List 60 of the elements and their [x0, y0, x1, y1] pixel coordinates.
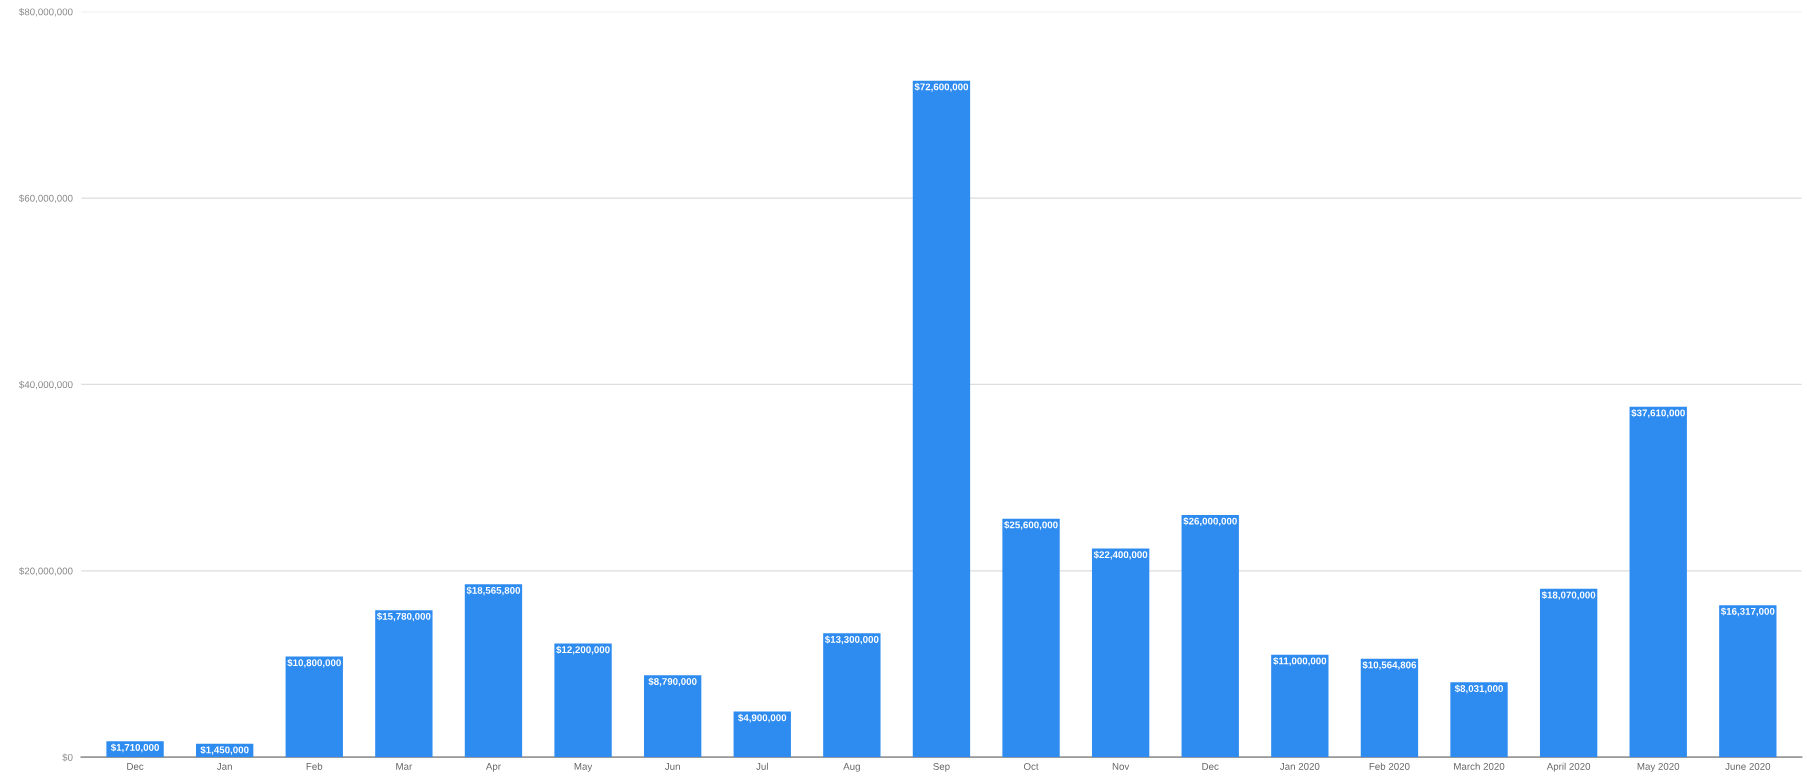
data-label: $37,610,000 — [1631, 409, 1685, 418]
data-label: $11,000,000 — [1273, 657, 1327, 666]
bar — [912, 80, 971, 758]
data-label: $10,564,806 — [1362, 661, 1417, 670]
data-label: $72,600,000 — [914, 82, 969, 92]
data-label: $26,000,000 — [1183, 517, 1237, 526]
bar — [733, 711, 791, 758]
bar — [1181, 514, 1239, 758]
x-tick-label: Apr — [485, 763, 501, 772]
x-tick-label: Jan — [216, 763, 232, 770]
x-tick-label: Dec — [1202, 763, 1219, 770]
x-tick-label: April 2020 — [1546, 762, 1591, 772]
data-label: $1,450,000 — [200, 746, 249, 755]
bar — [643, 675, 702, 758]
x-tick-label: Jan 2020 — [1279, 763, 1320, 770]
bar — [1002, 518, 1060, 758]
data-label: $4,900,000 — [738, 713, 787, 723]
bar — [1091, 548, 1150, 758]
x-tick-label: June 2020 — [1725, 763, 1771, 770]
data-label: $25,600,000 — [1004, 520, 1058, 530]
bar — [1271, 654, 1329, 758]
data-label: $8,031,000 — [1454, 684, 1503, 694]
bar — [375, 610, 433, 758]
x-tick-label: Dec — [127, 763, 144, 770]
data-label: $10,800,000 — [287, 658, 341, 668]
data-label: $8,790,000 — [648, 677, 697, 687]
data-label: $16,317,000 — [1720, 607, 1775, 617]
data-label: $22,400,000 — [1093, 550, 1148, 560]
bar — [285, 656, 343, 758]
x-tick-label: Oct — [1023, 763, 1039, 770]
bar — [1450, 682, 1508, 758]
x-tick-label: Sep — [933, 763, 950, 772]
x-tick-label: Jun — [664, 763, 680, 770]
x-tick-label: Nov — [1112, 763, 1130, 770]
x-tick-label: Feb — [306, 762, 323, 770]
x-tick-label: May 2020 — [1637, 763, 1680, 772]
x-tick-label: Jul — [756, 762, 768, 770]
data-label: $12,200,000 — [556, 645, 610, 655]
x-tick-label: Aug — [843, 763, 860, 772]
x-tick-label: Mar — [396, 763, 413, 770]
y-tick-label: $80,000,000 — [19, 8, 73, 17]
y-tick-label: $60,000,000 — [19, 194, 73, 203]
bar — [554, 643, 612, 758]
data-label: $1,710,000 — [110, 743, 160, 753]
bar — [823, 633, 881, 758]
bar — [1360, 658, 1419, 758]
y-tick-label: $0 — [62, 753, 73, 762]
bar — [1719, 605, 1777, 758]
data-label: $18,070,000 — [1541, 591, 1596, 600]
x-tick-label: May — [574, 763, 593, 772]
bar — [1539, 588, 1598, 758]
data-label: $18,565,800 — [466, 586, 521, 596]
x-tick-label: March 2020 — [1454, 762, 1505, 770]
y-tick-label: $40,000,000 — [19, 380, 73, 390]
bar — [464, 584, 523, 758]
y-tick-label: $20,000,000 — [19, 567, 73, 576]
x-tick-label: Feb 2020 — [1369, 762, 1410, 770]
data-label: $15,780,000 — [376, 612, 431, 622]
data-label: $13,300,000 — [824, 635, 879, 645]
bar — [1629, 406, 1687, 758]
